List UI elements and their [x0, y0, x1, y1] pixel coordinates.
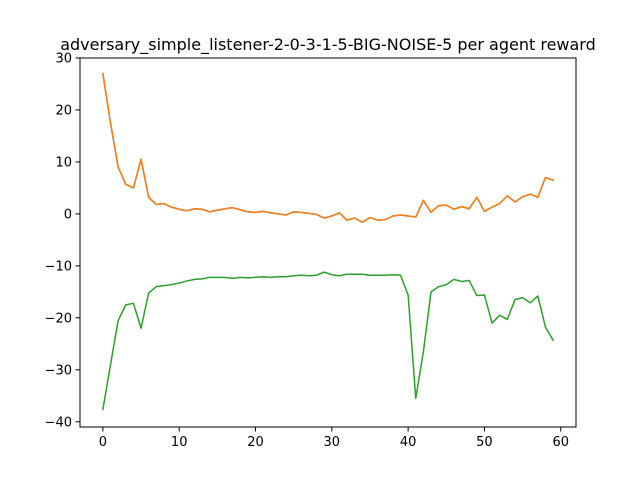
chart-title: adversary_simple_listener-2-0-3-1-5-BIG-…: [60, 35, 596, 55]
y-tick-label: −10: [45, 259, 72, 274]
series-layer: [102, 72, 555, 411]
y-tick-label: −40: [45, 415, 72, 430]
x-tick-label: 0: [99, 435, 107, 450]
x-tick-label: 20: [247, 435, 264, 450]
y-tick-label: −20: [45, 311, 72, 326]
x-tick-label: 60: [552, 435, 569, 450]
y-tick-label: 0: [64, 207, 72, 222]
x-tick-label: 10: [171, 435, 188, 450]
axes-layer: 0 10 20 30 40 50 60 −40 −30 −20 −10 0 10 20 30: [45, 52, 577, 450]
series-line-3: [102, 271, 555, 411]
y-tick-label: 10: [55, 155, 72, 170]
x-tick-label: 50: [476, 435, 493, 450]
x-tick-label: 40: [400, 435, 417, 450]
series-line-2: [102, 72, 555, 223]
y-tick-label: −30: [45, 363, 72, 378]
y-tick-label: 20: [55, 103, 72, 118]
plot-frame: [79, 57, 577, 428]
y-tick-label: 30: [55, 52, 72, 67]
x-tick-label: 30: [324, 435, 341, 450]
